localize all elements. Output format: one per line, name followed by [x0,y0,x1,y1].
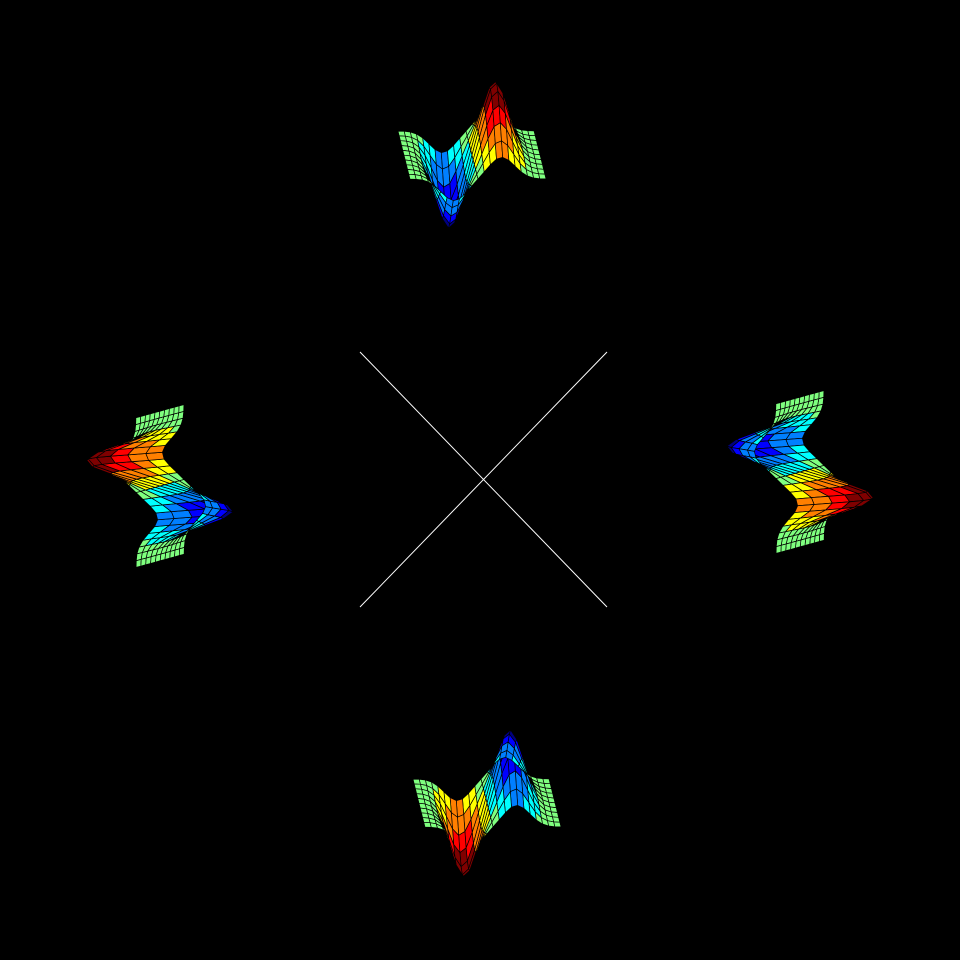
surface-plot-view-bottom [412,728,562,878]
mesh-cell [775,544,782,554]
mesh-cell [536,168,546,175]
mesh-cell [423,821,432,828]
mesh-cell [135,415,142,426]
surface-plot-view-top [397,80,547,230]
mesh-cell [818,532,825,543]
mesh-cell [413,783,423,790]
mesh-cell [173,405,180,415]
mesh-cell [527,130,536,137]
mesh-cell [538,173,547,180]
surface-plot-view-left [85,404,235,568]
surface-plot-view-right [725,390,875,554]
mesh-cell [780,543,787,553]
crosshair-diagonal-b [359,351,608,608]
mesh-cell [178,404,185,414]
mesh-cell [412,778,421,785]
